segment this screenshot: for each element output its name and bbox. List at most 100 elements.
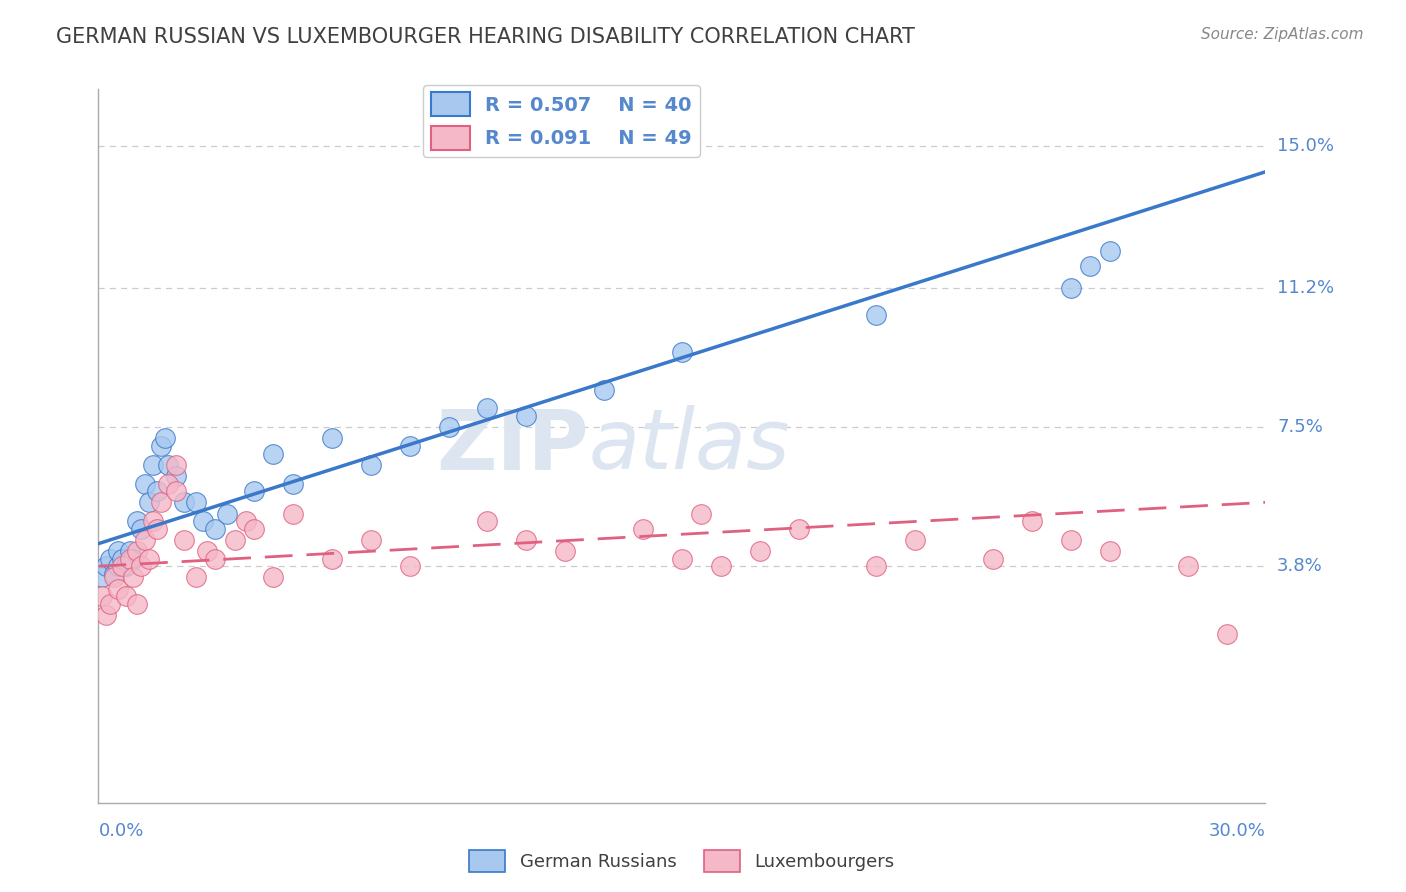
Point — [1098, 244, 1121, 258]
Point — [235, 514, 257, 528]
Point — [515, 533, 537, 547]
Text: Source: ZipAtlas.com: Source: ZipAtlas.com — [1201, 27, 1364, 42]
Point — [114, 589, 136, 603]
Point — [710, 559, 733, 574]
Point — [281, 476, 304, 491]
Point — [184, 495, 207, 509]
Point — [748, 544, 770, 558]
Point — [114, 559, 136, 574]
Text: 0.0%: 0.0% — [98, 822, 143, 839]
Point — [129, 559, 152, 574]
Point — [149, 439, 172, 453]
Point — [157, 458, 180, 472]
Point — [515, 409, 537, 423]
Point — [107, 559, 129, 574]
Point — [360, 458, 382, 472]
Point — [103, 566, 125, 581]
Text: 11.2%: 11.2% — [1277, 279, 1334, 297]
Point — [204, 522, 226, 536]
Point — [865, 559, 887, 574]
Point — [477, 514, 499, 528]
Point — [321, 551, 343, 566]
Point — [195, 544, 218, 558]
Point — [122, 570, 145, 584]
Point — [103, 570, 125, 584]
Point — [1021, 514, 1043, 528]
Point — [122, 551, 145, 566]
Point — [477, 401, 499, 416]
Point — [138, 495, 160, 509]
Point — [111, 559, 134, 574]
Point — [165, 458, 187, 472]
Point — [360, 533, 382, 547]
Point — [96, 607, 118, 622]
Point — [129, 522, 152, 536]
Point — [593, 383, 616, 397]
Point — [281, 507, 304, 521]
Point — [865, 308, 887, 322]
Point — [243, 522, 266, 536]
Point — [146, 522, 169, 536]
Point — [142, 514, 165, 528]
Point — [111, 551, 134, 566]
Point — [981, 551, 1004, 566]
Point — [118, 551, 141, 566]
Point — [1177, 559, 1199, 574]
Text: 7.5%: 7.5% — [1277, 418, 1323, 436]
Legend: German Russians, Luxembourgers: German Russians, Luxembourgers — [463, 843, 901, 880]
Point — [107, 544, 129, 558]
Point — [98, 597, 121, 611]
Point — [1215, 627, 1237, 641]
Point — [157, 476, 180, 491]
Point — [204, 551, 226, 566]
Point — [243, 484, 266, 499]
Point — [184, 570, 207, 584]
Point — [138, 551, 160, 566]
Point — [671, 345, 693, 359]
Point — [262, 446, 284, 460]
Point — [215, 507, 238, 521]
Point — [1080, 259, 1102, 273]
Point — [165, 469, 187, 483]
Point — [165, 484, 187, 499]
Point — [98, 551, 121, 566]
Point — [224, 533, 246, 547]
Point — [134, 533, 156, 547]
Point — [96, 559, 118, 574]
Point — [398, 559, 420, 574]
Point — [193, 514, 215, 528]
Text: 30.0%: 30.0% — [1209, 822, 1265, 839]
Point — [690, 507, 713, 521]
Point — [149, 495, 172, 509]
Point — [127, 544, 149, 558]
Point — [1098, 544, 1121, 558]
Point — [398, 439, 420, 453]
Point — [146, 484, 169, 499]
Text: atlas: atlas — [589, 406, 790, 486]
Point — [134, 476, 156, 491]
Point — [153, 432, 176, 446]
Point — [671, 551, 693, 566]
Text: GERMAN RUSSIAN VS LUXEMBOURGER HEARING DISABILITY CORRELATION CHART: GERMAN RUSSIAN VS LUXEMBOURGER HEARING D… — [56, 27, 915, 46]
Point — [118, 544, 141, 558]
Point — [107, 582, 129, 596]
Point — [91, 589, 114, 603]
Point — [173, 533, 195, 547]
Point — [437, 420, 460, 434]
Text: ZIP: ZIP — [436, 406, 589, 486]
Point — [127, 597, 149, 611]
Point — [1060, 281, 1083, 295]
Point — [91, 570, 114, 584]
Point — [631, 522, 654, 536]
Point — [904, 533, 927, 547]
Point — [127, 514, 149, 528]
Point — [321, 432, 343, 446]
Point — [554, 544, 576, 558]
Text: 3.8%: 3.8% — [1277, 558, 1323, 575]
Point — [787, 522, 810, 536]
Point — [1060, 533, 1083, 547]
Point — [173, 495, 195, 509]
Point — [142, 458, 165, 472]
Point — [262, 570, 284, 584]
Text: 15.0%: 15.0% — [1277, 136, 1334, 154]
